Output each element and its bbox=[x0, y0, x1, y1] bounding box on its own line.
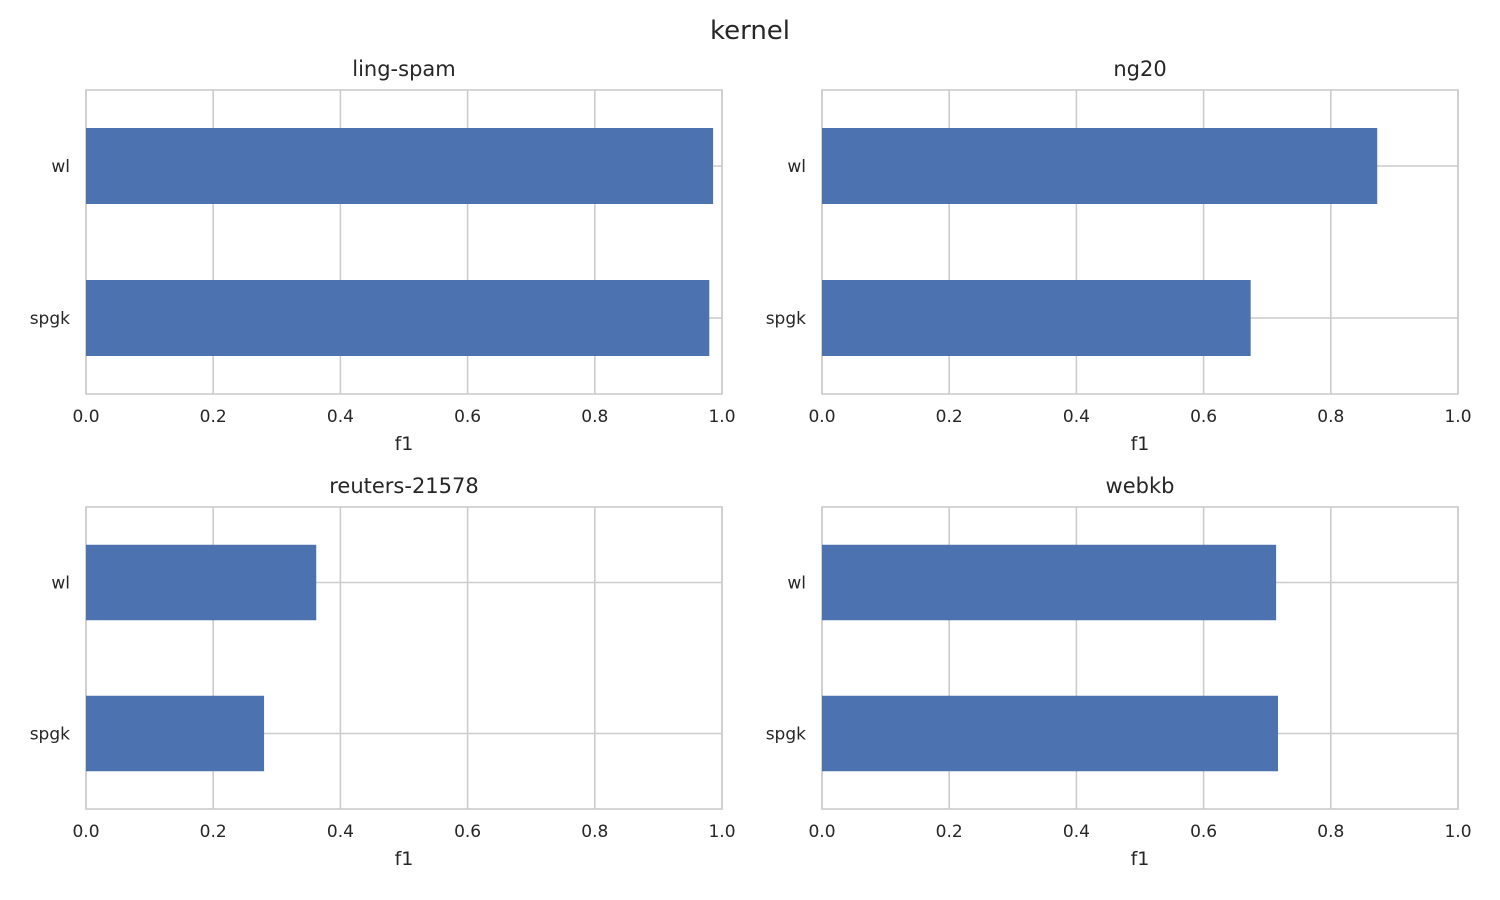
subplot-webkb: wl spgk 0.0 0.2 0.4 0.6 0.8 1.0 webkb f1 bbox=[766, 474, 1472, 870]
x-tick-label: 0.8 bbox=[581, 822, 608, 842]
x-tick-label: 0.2 bbox=[200, 407, 227, 427]
subplot-title: webkb bbox=[1106, 474, 1175, 498]
x-tick-label: 0.6 bbox=[454, 822, 481, 842]
x-tick-label: 0.0 bbox=[72, 407, 99, 427]
bar-spgk bbox=[86, 280, 710, 356]
subplot-title: ng20 bbox=[1113, 57, 1166, 81]
x-tick-label: 0.2 bbox=[936, 822, 963, 842]
x-tick-label: 0.4 bbox=[327, 822, 354, 842]
x-tick-label: 0.8 bbox=[581, 407, 608, 427]
y-tick-label: wl bbox=[51, 157, 70, 177]
subplot-title: ling-spam bbox=[352, 57, 455, 81]
y-tick-label: wl bbox=[787, 574, 806, 594]
x-axis-label: f1 bbox=[1131, 433, 1150, 455]
x-tick-label: 1.0 bbox=[708, 822, 735, 842]
x-tick-label: 0.6 bbox=[1190, 822, 1217, 842]
y-tick-label: spgk bbox=[30, 309, 70, 329]
x-tick-label: 1.0 bbox=[1444, 822, 1471, 842]
subplot-title: reuters-21578 bbox=[329, 474, 479, 498]
x-axis-label: f1 bbox=[1131, 848, 1150, 870]
figure-suptitle: kernel bbox=[710, 16, 790, 46]
x-tick-label: 0.0 bbox=[72, 822, 99, 842]
bar-wl bbox=[86, 544, 317, 621]
x-tick-label: 1.0 bbox=[708, 407, 735, 427]
x-tick-label: 0.8 bbox=[1317, 822, 1344, 842]
subplot-grid: wl spgk 0.0 0.2 0.4 0.6 0.8 1.0 ling-spam f1 wl spg… bbox=[30, 57, 1472, 870]
x-tick-label: 0.0 bbox=[808, 822, 835, 842]
bar-wl bbox=[822, 128, 1378, 204]
bar-spgk bbox=[822, 695, 1279, 772]
y-tick-label: wl bbox=[787, 157, 806, 177]
subplot-ng20: wl spgk 0.0 0.2 0.4 0.6 0.8 1.0 ng20 f1 bbox=[766, 57, 1472, 455]
y-tick-label: spgk bbox=[30, 725, 70, 745]
x-tick-label: 0.2 bbox=[200, 822, 227, 842]
x-tick-label: 0.4 bbox=[1063, 407, 1090, 427]
x-tick-label: 0.6 bbox=[454, 407, 481, 427]
bar-wl bbox=[86, 128, 714, 204]
subplot-ling-spam: wl spgk 0.0 0.2 0.4 0.6 0.8 1.0 ling-spam f1 bbox=[30, 57, 736, 455]
x-tick-label: 1.0 bbox=[1444, 407, 1471, 427]
y-tick-label: spgk bbox=[766, 309, 806, 329]
x-axis-label: f1 bbox=[395, 433, 414, 455]
bar-spgk bbox=[86, 695, 265, 772]
x-tick-label: 0.6 bbox=[1190, 407, 1217, 427]
x-tick-label: 0.0 bbox=[808, 407, 835, 427]
x-axis-label: f1 bbox=[395, 848, 414, 870]
x-tick-label: 0.8 bbox=[1317, 407, 1344, 427]
y-tick-label: wl bbox=[51, 574, 70, 594]
subplot-reuters-21578: wl spgk 0.0 0.2 0.4 0.6 0.8 1.0 reuters-21578 f1 bbox=[30, 474, 736, 870]
y-tick-label: spgk bbox=[766, 725, 806, 745]
x-tick-label: 0.2 bbox=[936, 407, 963, 427]
bar-spgk bbox=[822, 280, 1251, 356]
x-tick-label: 0.4 bbox=[1063, 822, 1090, 842]
x-tick-label: 0.4 bbox=[327, 407, 354, 427]
bar-wl bbox=[822, 544, 1277, 621]
